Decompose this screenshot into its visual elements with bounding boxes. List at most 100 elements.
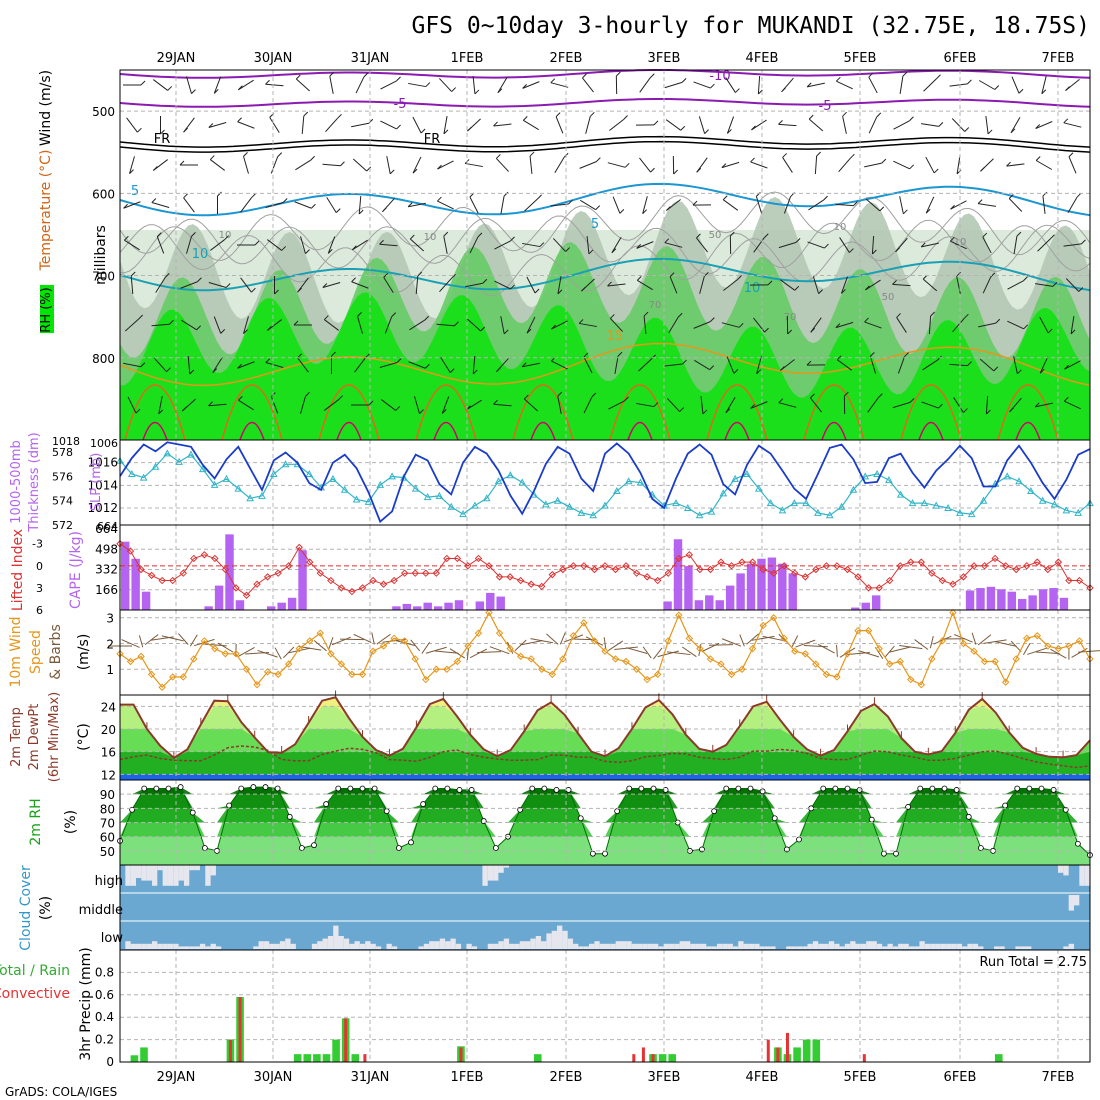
cloud-low-bar xyxy=(503,938,510,949)
upper-wind-barb xyxy=(725,397,736,413)
cloud-low-bar xyxy=(642,943,648,949)
upper-wind-barb-flag xyxy=(920,242,926,248)
precip-total-bar xyxy=(533,1054,542,1062)
upper-wind-barb-flag xyxy=(938,403,943,409)
upper-wind-barb-flag xyxy=(595,205,601,210)
thickness-y-tick: 576 xyxy=(52,470,73,483)
li-point xyxy=(748,558,757,566)
upper-wind-barb xyxy=(384,316,393,334)
cape-label-cape: CAPE (J/kg) xyxy=(68,531,84,609)
date-label-bottom: 29JAN xyxy=(157,1070,196,1085)
thickness-y-tick: 578 xyxy=(52,446,73,459)
upper-wind-barb xyxy=(237,361,255,369)
upper-wind-barb xyxy=(586,235,590,255)
upper-wind-barb-flag xyxy=(673,169,679,175)
thickness-point xyxy=(151,462,160,470)
thickness-point xyxy=(305,469,314,477)
upper-wind-barb xyxy=(465,162,483,168)
temp-line-minus5 xyxy=(119,98,1091,108)
upper-wind-barb xyxy=(892,283,911,287)
cloud-low-bar xyxy=(994,946,1000,949)
thickness-point xyxy=(956,508,964,516)
upper-wind-barb xyxy=(579,161,597,169)
upper-wind-barb-flag xyxy=(183,127,188,133)
upper-wind-barb-flag xyxy=(295,74,301,80)
precip-y-tick: 0.2 xyxy=(95,1033,114,1047)
upper-wind-barb-flag xyxy=(696,167,702,173)
li-point xyxy=(147,571,156,580)
rh2m-point xyxy=(262,784,269,790)
temp-arc-20 xyxy=(609,384,671,441)
rh2m-point xyxy=(1050,787,1057,793)
thickness-point xyxy=(482,494,491,502)
thickness-point xyxy=(754,484,763,492)
upper-wind-barb xyxy=(408,82,426,88)
upper-wind-barb-flag xyxy=(441,409,447,414)
wind10-barb xyxy=(371,632,375,645)
cloud-low-bar xyxy=(327,936,334,949)
cloud-low-bar xyxy=(668,943,675,949)
slp-y-tick: 1016 xyxy=(87,456,118,470)
wind10-barb xyxy=(313,640,327,652)
upper-wind-barb xyxy=(351,281,369,289)
cape-bar xyxy=(235,600,245,610)
upper-wind-barb-flag xyxy=(956,271,961,277)
upper-wind-barb xyxy=(494,240,511,250)
upper-wind-barb-flag xyxy=(818,289,823,294)
upper-wind-barb-flag xyxy=(366,166,372,172)
precip-total-bar xyxy=(658,1054,667,1062)
rh2m-point xyxy=(408,839,414,846)
temp-line-10 xyxy=(119,257,1091,292)
rh2m-point xyxy=(577,815,584,822)
upper-wind-barb-flag xyxy=(902,71,908,77)
rh2m-y-tick: 80 xyxy=(100,802,115,816)
upper-wind-barb xyxy=(607,162,626,168)
wind10-speed-point xyxy=(495,629,504,637)
upper-wind-barb xyxy=(1035,160,1053,170)
wind10-barb xyxy=(376,633,391,645)
cloud-low-bar xyxy=(935,943,941,949)
cloud-low-bar xyxy=(567,938,574,949)
upper-wind-barb-flag xyxy=(808,114,814,120)
wind10-speed-point xyxy=(474,629,483,637)
cape-bar xyxy=(725,585,735,610)
rh2m-point xyxy=(626,785,633,792)
wind10-barb xyxy=(546,633,559,645)
thickness-point xyxy=(802,499,810,507)
cloud-high-bar xyxy=(135,865,142,878)
upper-wind-barb-flag xyxy=(568,199,573,205)
thickness-point xyxy=(281,460,290,468)
precip-conv-bar xyxy=(776,1047,780,1062)
upper-wind-barb-flag xyxy=(849,248,854,253)
cloud-low-bar xyxy=(370,943,376,949)
cloud-low-bar xyxy=(338,936,344,949)
wind10-barb xyxy=(1010,640,1022,653)
wind10-speed-point xyxy=(158,683,166,691)
li-point xyxy=(179,569,187,577)
upper-wind-barb xyxy=(807,82,825,88)
upper-wind-barb-flag xyxy=(266,326,272,331)
rh2m-point xyxy=(565,787,572,793)
temp-arc-20 xyxy=(318,384,380,441)
upper-wind-barb-flag xyxy=(365,353,370,359)
upper-wind-barb-flag xyxy=(949,236,955,242)
precip-total-bar xyxy=(313,1054,321,1062)
precip-total-bar xyxy=(802,1039,811,1062)
li-point xyxy=(411,569,419,577)
wind10-speed-point xyxy=(917,680,926,689)
rh2m-point xyxy=(541,785,548,792)
upper-wind-barb xyxy=(842,116,847,134)
upper-wind-barb-flag xyxy=(183,193,188,199)
cloud-low-bar xyxy=(157,943,163,949)
wind10-speed-point xyxy=(590,637,599,645)
cloud-low-bar xyxy=(770,946,776,949)
upper-wind-barb-flag xyxy=(337,113,342,119)
cloud-high-bar xyxy=(183,865,190,886)
wind10-speed-point xyxy=(147,670,156,679)
upper-wind-barb xyxy=(669,276,678,294)
upper-wind-barb-flag xyxy=(636,276,642,281)
rh2m-point xyxy=(226,802,233,809)
upper-wind-barb-flag xyxy=(669,272,675,278)
wind10-speed-point xyxy=(938,637,947,645)
upper-wind-barb-flag xyxy=(340,161,345,167)
